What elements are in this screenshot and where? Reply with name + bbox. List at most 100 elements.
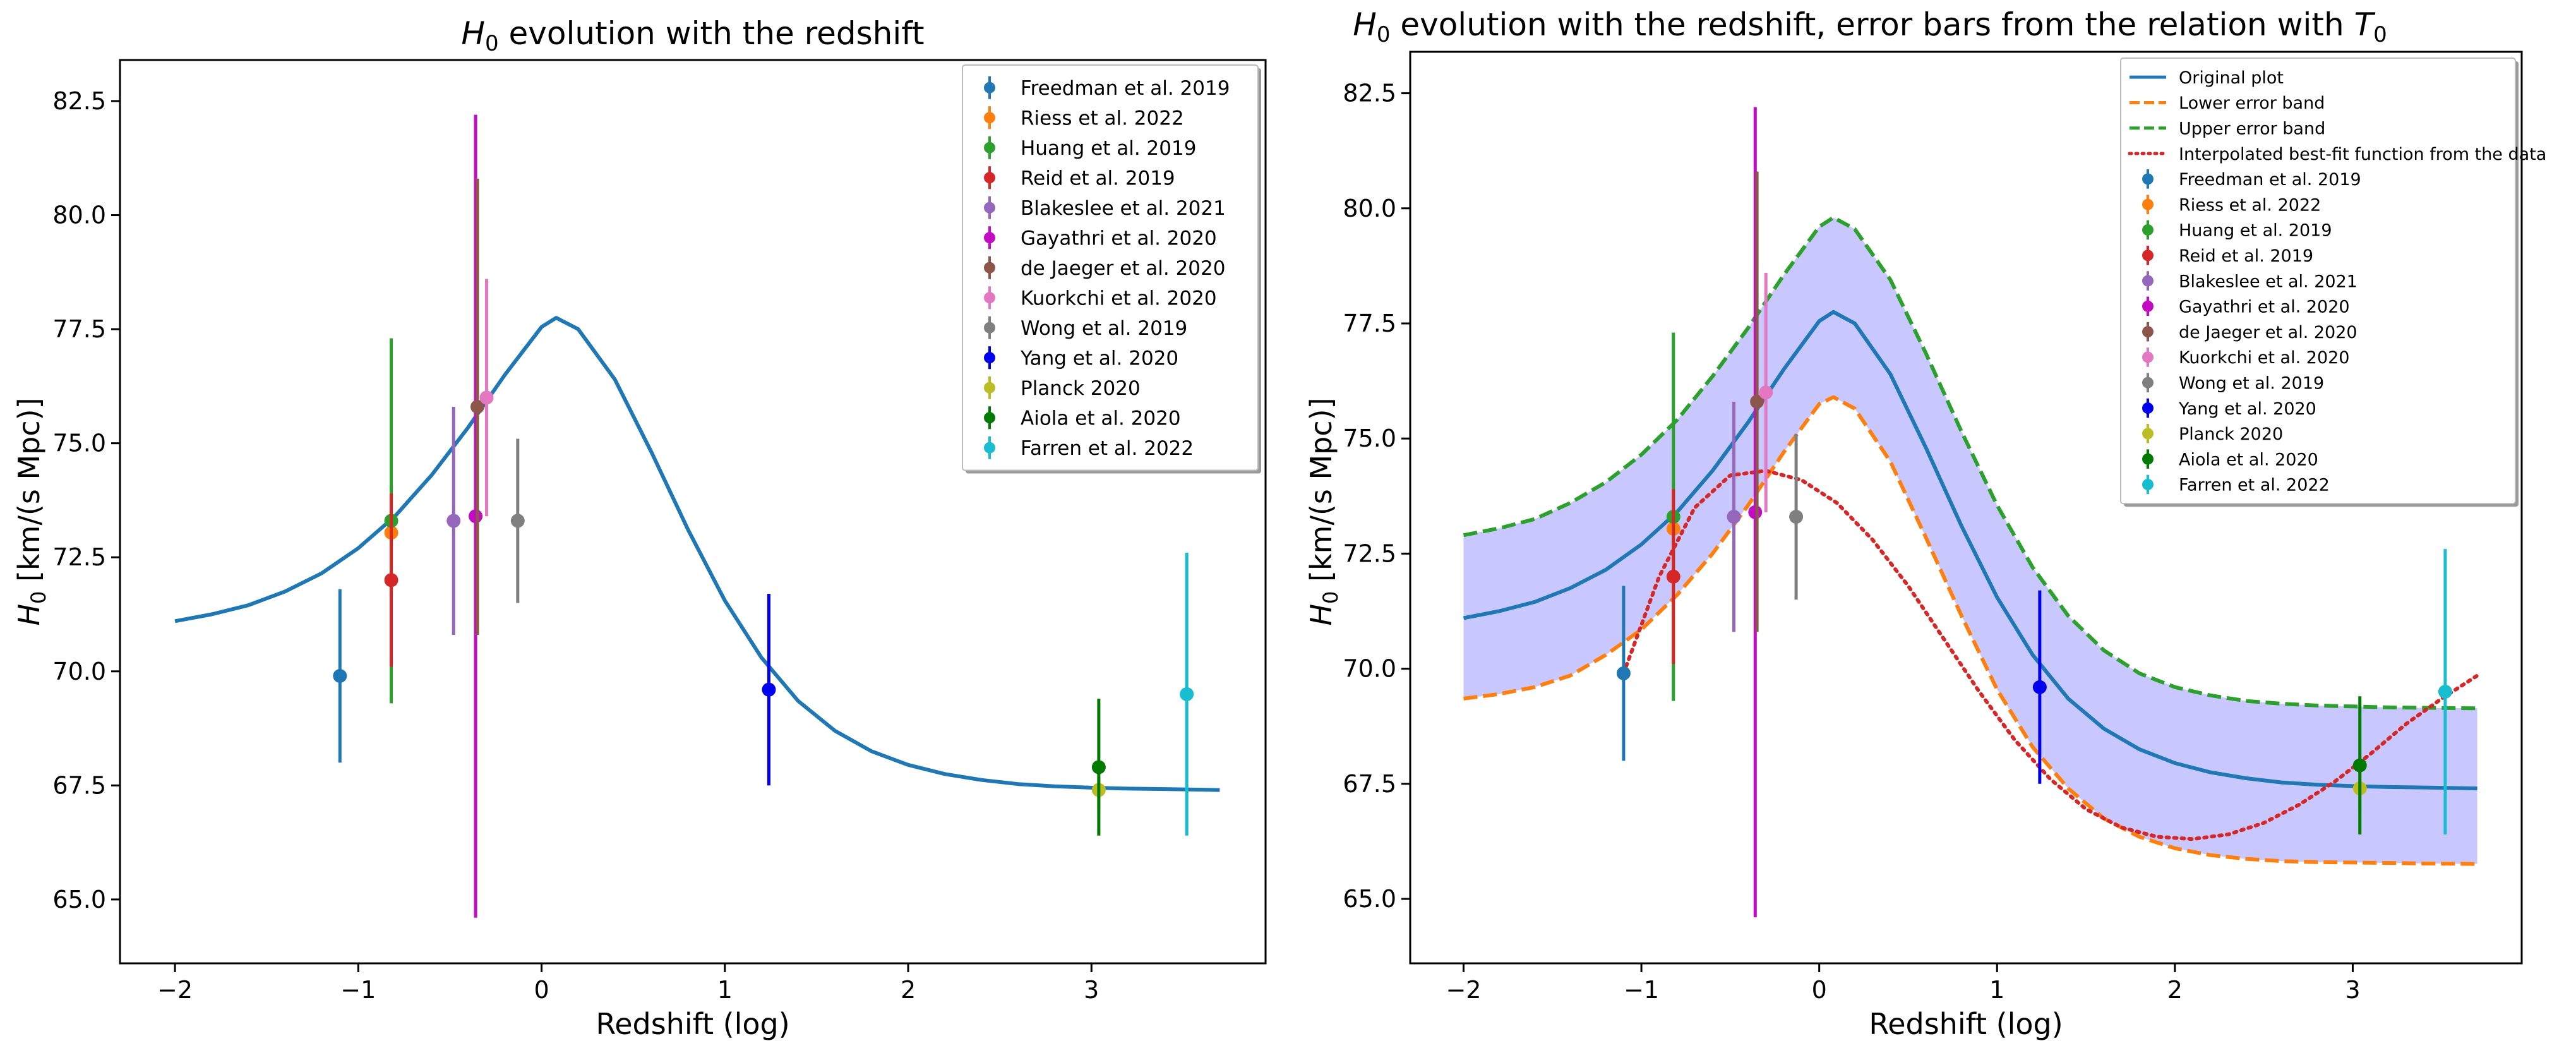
right-legend-item: Planck 2020 bbox=[2142, 424, 2283, 444]
right-data-point bbox=[1748, 107, 1763, 918]
legend-label: Lower error band bbox=[2179, 93, 2325, 113]
left-legend-item: Blakeslee et al. 2021 bbox=[984, 196, 1226, 220]
left-data-point bbox=[1091, 699, 1106, 836]
data-marker bbox=[1180, 687, 1194, 701]
legend-label: Wong et al. 2019 bbox=[2179, 373, 2324, 393]
y-tick-label: 67.5 bbox=[52, 771, 106, 799]
right-title-t: T bbox=[2354, 6, 2376, 43]
legend-label: Kuorkchi et al. 2020 bbox=[1021, 287, 1217, 310]
legend-label: Kuorkchi et al. 2020 bbox=[2179, 348, 2349, 368]
left-legend-item: Freedman et al. 2019 bbox=[984, 76, 1230, 100]
legend-label: Upper error band bbox=[2179, 119, 2325, 138]
x-tick-label: 2 bbox=[2167, 976, 2183, 1004]
legend-marker-swatch bbox=[2142, 275, 2154, 287]
legend-label: Planck 2020 bbox=[1021, 377, 1141, 400]
right-data-point bbox=[2352, 696, 2367, 834]
left-ylabel-sub: 0 bbox=[27, 591, 51, 604]
right-title-t-sub: 0 bbox=[2373, 22, 2387, 47]
legend-marker-swatch bbox=[984, 382, 995, 394]
y-tick-label: 65.0 bbox=[52, 886, 106, 913]
legend-label: Blakeslee et al. 2021 bbox=[2179, 272, 2357, 291]
legend-marker-swatch bbox=[984, 202, 995, 214]
x-tick-label: −2 bbox=[157, 976, 193, 1004]
left-data-point bbox=[762, 594, 776, 786]
legend-marker-swatch bbox=[2142, 453, 2154, 465]
left-legend-item: Gayathri et al. 2020 bbox=[984, 226, 1217, 250]
data-marker bbox=[479, 390, 494, 405]
legend-label: Huang et al. 2019 bbox=[2179, 221, 2332, 241]
right-legend-item: Yang et al. 2020 bbox=[2142, 398, 2316, 419]
legend-label: Huang et al. 2019 bbox=[1021, 137, 1196, 160]
y-tick-label: 75.0 bbox=[1343, 425, 1396, 452]
legend-marker-swatch bbox=[984, 262, 995, 274]
left-title-sub: 0 bbox=[485, 31, 499, 56]
legend-label: Riess et al. 2022 bbox=[1021, 107, 1184, 129]
left-data-point bbox=[510, 438, 525, 603]
data-marker bbox=[510, 514, 525, 528]
data-marker bbox=[469, 509, 483, 524]
x-tick-label: 3 bbox=[1084, 976, 1099, 1004]
legend-marker-swatch bbox=[2142, 326, 2154, 338]
legend-marker-swatch bbox=[2142, 376, 2154, 388]
legend-label: de Jaeger et al. 2020 bbox=[2179, 323, 2357, 342]
left-ylabel-h: H bbox=[12, 604, 46, 626]
right-legend-item: Original plot bbox=[2130, 68, 2284, 88]
data-marker bbox=[384, 573, 398, 587]
left-lines-layer bbox=[174, 316, 1220, 792]
left-chart-title: H0 evolution with the redshift bbox=[461, 15, 924, 56]
right-x-axis-label: Redshift (log) bbox=[1869, 1007, 2063, 1041]
data-marker bbox=[1616, 666, 1631, 680]
left-data-point bbox=[469, 114, 483, 918]
right-legend-item: Huang et al. 2019 bbox=[2142, 220, 2332, 241]
left-line-original-plot bbox=[174, 316, 1220, 792]
data-marker bbox=[2032, 680, 2047, 694]
left-data-point bbox=[470, 178, 484, 635]
right-data-point bbox=[1750, 171, 1764, 632]
right-legend-item: Riess et al. 2022 bbox=[2142, 195, 2321, 215]
right-data-point bbox=[2032, 590, 2047, 784]
legend-label: Original plot bbox=[2179, 68, 2284, 88]
y-tick-label: 80.0 bbox=[52, 202, 106, 229]
legend-marker-swatch bbox=[984, 352, 995, 364]
y-tick-label: 82.5 bbox=[1343, 80, 1396, 107]
left-title-h: H bbox=[461, 15, 485, 52]
right-data-point bbox=[1616, 586, 1631, 761]
right-title-sub: 0 bbox=[1377, 22, 1391, 47]
y-tick-label: 75.0 bbox=[52, 430, 106, 457]
data-marker bbox=[470, 399, 484, 414]
legend-label: Farren et al. 2022 bbox=[1021, 437, 1194, 460]
right-legend-item: Reid et al. 2019 bbox=[2142, 245, 2313, 266]
left-legend-item: Aiola et al. 2020 bbox=[984, 406, 1181, 430]
right-lines-layer bbox=[1463, 215, 2479, 866]
right-legend-item: Gayathri et al. 2020 bbox=[2142, 296, 2350, 317]
right-y-axis-ticks: 65.0 67.5 70.0 72.5 75.0 77.5 80.0 82.5 bbox=[1343, 80, 1410, 913]
right-legend-item: Wong et al. 2019 bbox=[2142, 373, 2324, 393]
right-legend-item: Freedman et al. 2019 bbox=[2142, 169, 2361, 190]
y-tick-label: 82.5 bbox=[52, 87, 106, 115]
left-plot-frame bbox=[119, 59, 1267, 965]
left-x-axis-label: Redshift (log) bbox=[596, 1007, 789, 1041]
right-y-axis-label: H0 [km/(s Mpc)] bbox=[1304, 397, 1343, 625]
right-line-lower-error-band bbox=[1463, 395, 2477, 866]
data-marker bbox=[1750, 394, 1764, 409]
legend-label: Yang et al. 2020 bbox=[2178, 399, 2316, 419]
legend-marker-swatch bbox=[2142, 478, 2154, 490]
left-legend-item: Reid et al. 2019 bbox=[984, 166, 1175, 190]
data-marker bbox=[762, 682, 776, 697]
legend-marker-swatch bbox=[984, 232, 995, 244]
y-tick-label: 80.0 bbox=[1343, 195, 1396, 222]
right-plot-frame bbox=[1409, 51, 2523, 965]
right-ylabel-h: H bbox=[1304, 604, 1338, 626]
data-marker bbox=[1789, 510, 1804, 524]
right-legend-item: Upper error band bbox=[2130, 119, 2325, 138]
left-legend-item: Planck 2020 bbox=[984, 376, 1141, 400]
data-marker bbox=[2438, 685, 2452, 699]
data-marker bbox=[1748, 505, 1763, 519]
y-tick-label: 77.5 bbox=[1343, 310, 1396, 337]
x-tick-label: 2 bbox=[901, 976, 916, 1004]
left-legend-item: Huang et al. 2019 bbox=[984, 136, 1196, 160]
legend-label: Freedman et al. 2019 bbox=[1021, 77, 1230, 100]
y-tick-label: 70.0 bbox=[52, 658, 106, 685]
legend-marker-swatch bbox=[2142, 224, 2154, 236]
data-marker bbox=[1666, 569, 1680, 584]
